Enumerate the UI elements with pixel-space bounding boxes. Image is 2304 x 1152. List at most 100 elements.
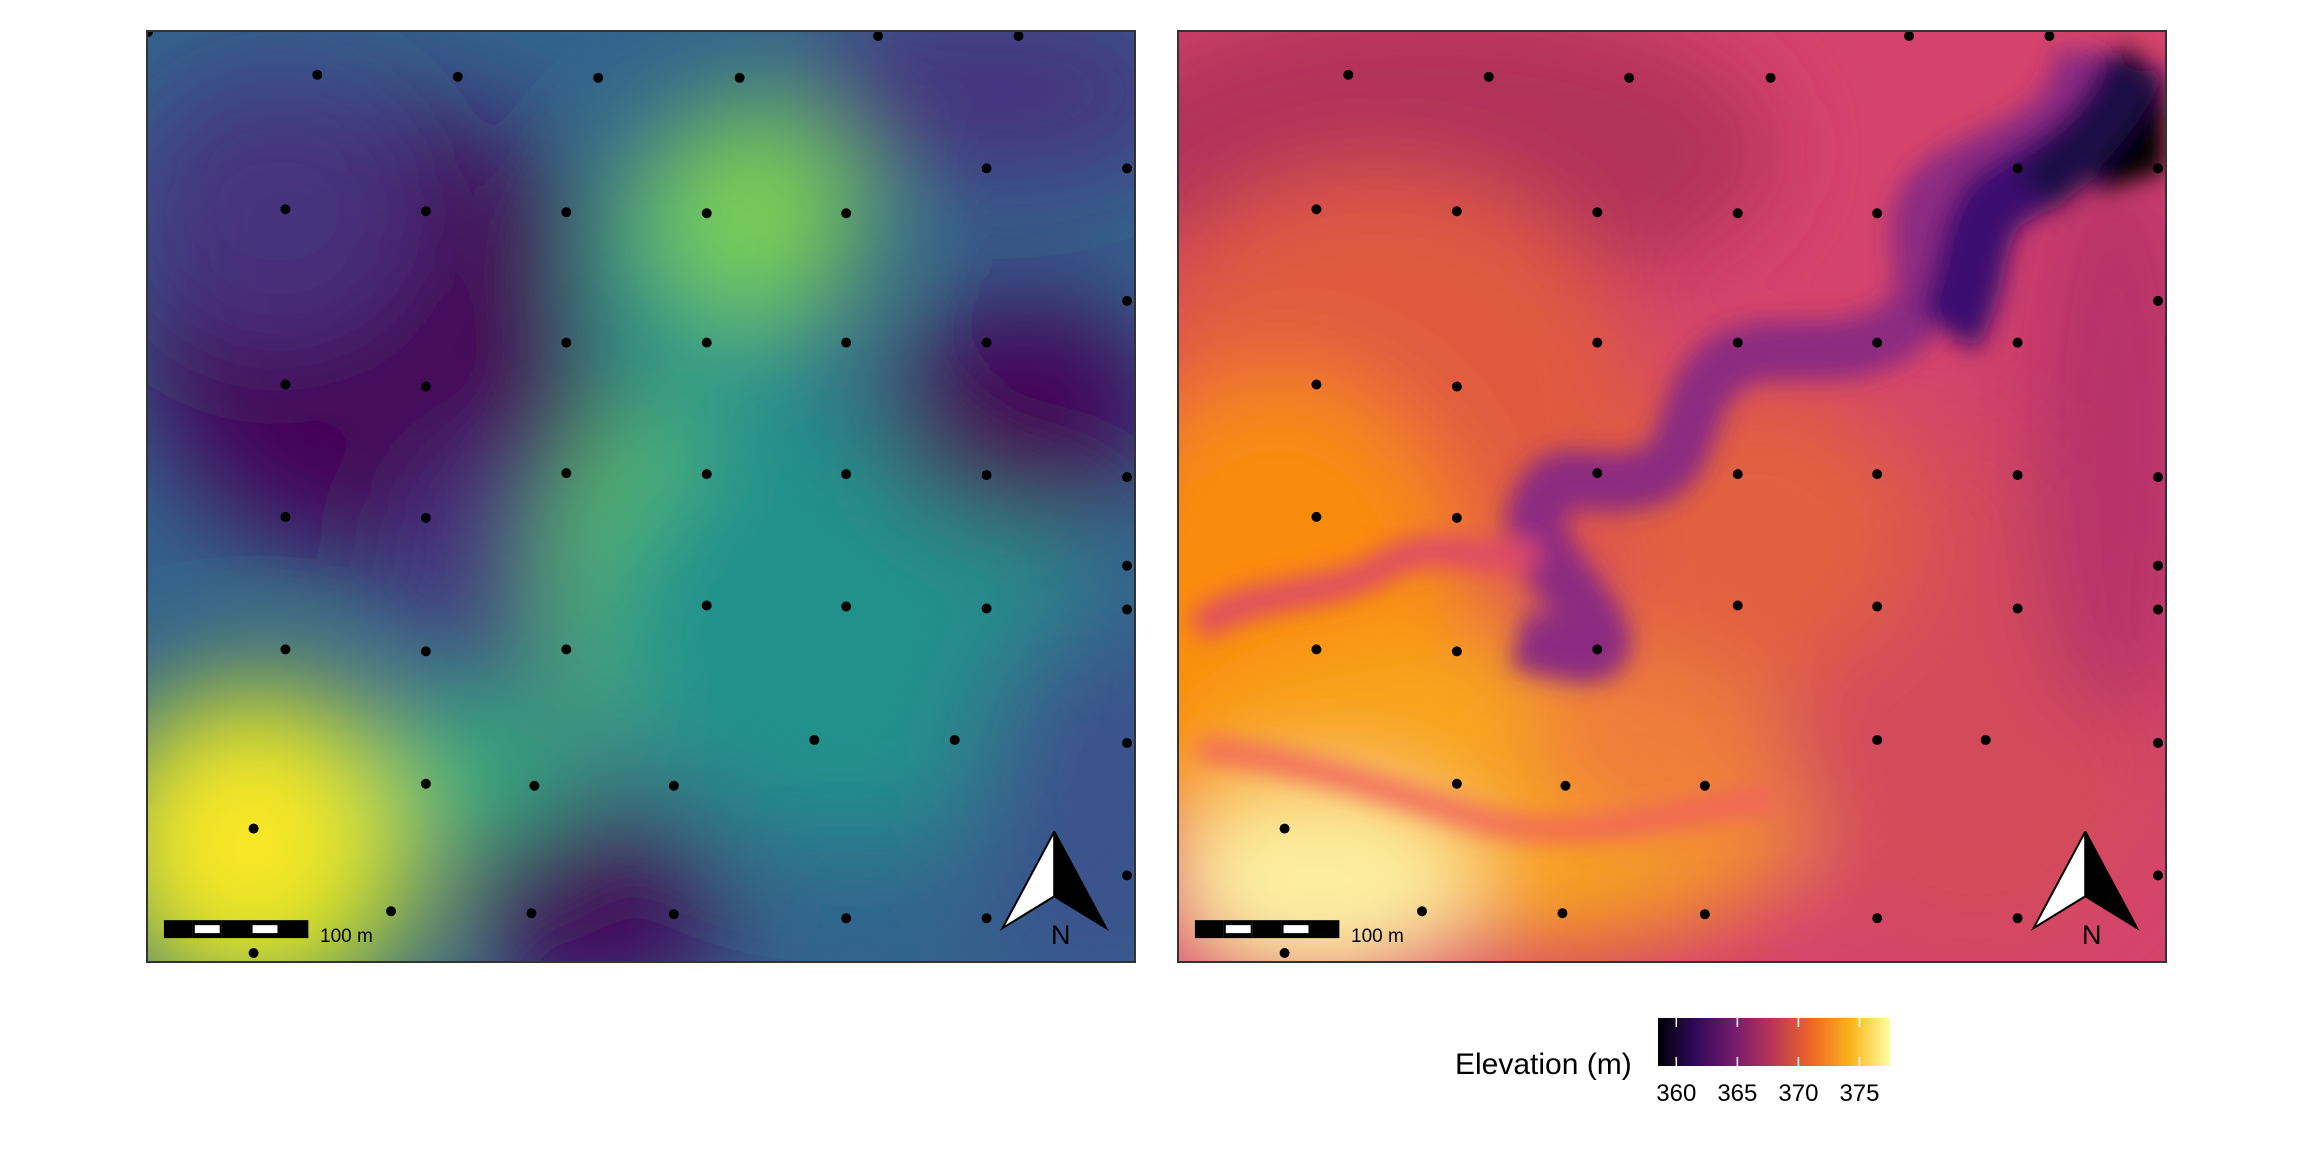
elevation-legend: Elevation (m) 360 365 370 375 <box>1455 1018 1915 1128</box>
sample-point <box>2153 604 2164 615</box>
sample-point <box>1451 646 1462 657</box>
sample-point <box>1343 69 1354 80</box>
sample-point <box>1122 604 1133 615</box>
sample-point <box>1699 909 1710 920</box>
sample-point <box>2012 603 2023 614</box>
sample-point <box>1592 468 1603 479</box>
sample-point <box>1732 600 1743 611</box>
sample-point <box>420 512 431 523</box>
north-arrow-black-half <box>1053 831 1109 931</box>
sample-point <box>420 778 431 789</box>
sample-point <box>148 32 153 37</box>
sample-point <box>1904 32 1915 41</box>
sample-point <box>1872 601 1883 612</box>
sample-point <box>1872 469 1883 480</box>
sample-point <box>873 32 884 41</box>
legend-title: Elevation (m) <box>1455 1048 1632 1081</box>
sample-point <box>2153 472 2164 483</box>
sample-point <box>561 337 572 348</box>
sample-point <box>1592 337 1603 348</box>
scale-bar-segment <box>163 920 193 939</box>
sample-point <box>1122 163 1133 174</box>
sample-point <box>2012 163 2023 174</box>
sample-point <box>701 337 712 348</box>
sample-point <box>1279 948 1290 959</box>
north-arrow-left <box>999 831 1109 931</box>
sample-point <box>420 206 431 217</box>
sample-points-right <box>1279 32 2164 959</box>
sample-point <box>280 644 291 655</box>
sample-point <box>1483 71 1494 82</box>
sample-point <box>1311 511 1322 522</box>
map-panel-left: 100 m N <box>146 30 1136 963</box>
sample-point <box>949 734 960 745</box>
sample-point <box>248 823 259 834</box>
sample-point <box>2012 913 2023 924</box>
sample-point <box>1732 337 1743 348</box>
sample-point <box>452 71 463 82</box>
sample-point <box>1122 295 1133 306</box>
sample-point <box>841 913 852 924</box>
legend-tick-label: 375 <box>1839 1080 1880 1107</box>
sample-point <box>2153 163 2164 174</box>
legend-colorbar <box>1658 1018 1890 1066</box>
sample-point <box>561 644 572 655</box>
sample-point <box>1122 472 1133 483</box>
sample-point <box>1732 469 1743 480</box>
sample-point <box>1872 734 1883 745</box>
sample-point <box>1122 737 1133 748</box>
sample-point <box>1013 32 1024 41</box>
sample-points-left <box>148 32 1133 959</box>
sample-point <box>280 204 291 215</box>
raster-map-left <box>148 32 1134 961</box>
sample-point <box>981 603 992 614</box>
sample-point <box>734 72 745 83</box>
sample-point <box>1980 734 1991 745</box>
sample-point <box>593 72 604 83</box>
sample-point <box>701 600 712 611</box>
sample-point <box>529 780 540 791</box>
scale-bar-segment-gap <box>252 925 278 934</box>
north-label-left: N <box>1051 920 1071 950</box>
north-arrow-black-half <box>2084 831 2140 931</box>
sample-point <box>1311 379 1322 390</box>
sample-point <box>1279 823 1290 834</box>
sample-point <box>701 469 712 480</box>
sample-point <box>280 511 291 522</box>
sample-point <box>1311 204 1322 215</box>
sample-point <box>701 208 712 219</box>
scale-bar-right <box>1194 920 1340 939</box>
sample-point <box>280 379 291 390</box>
sample-point <box>1765 72 1776 83</box>
sample-point <box>1624 72 1635 83</box>
sample-point <box>841 208 852 219</box>
sample-point <box>981 163 992 174</box>
legend-tick-label: 365 <box>1717 1080 1758 1107</box>
sample-point <box>2044 32 2055 41</box>
scale-bar-left <box>163 920 309 939</box>
sample-point <box>841 469 852 480</box>
sample-point <box>981 470 992 481</box>
sample-point <box>386 906 396 917</box>
scale-bar-segment <box>221 920 251 939</box>
sample-point <box>1592 207 1603 218</box>
north-label-right: N <box>2082 920 2102 950</box>
sample-point <box>1732 208 1743 219</box>
sample-point <box>981 913 992 924</box>
map-panel-right: 100 m N <box>1177 30 2167 963</box>
sample-point <box>1451 512 1462 523</box>
sample-point <box>1699 780 1710 791</box>
legend-tick-label: 370 <box>1778 1080 1819 1107</box>
legend-tick-label: 360 <box>1656 1080 1697 1107</box>
sample-point <box>2153 560 2164 571</box>
sample-point <box>1311 644 1322 655</box>
scale-bar-label-left: 100 m <box>320 926 373 947</box>
sample-point <box>248 948 259 959</box>
scale-bar-segment <box>279 920 309 939</box>
sample-point <box>668 780 679 791</box>
sample-point <box>2153 295 2164 306</box>
sample-point <box>1872 208 1883 219</box>
sample-point <box>1451 206 1462 217</box>
sample-point <box>1417 906 1427 917</box>
